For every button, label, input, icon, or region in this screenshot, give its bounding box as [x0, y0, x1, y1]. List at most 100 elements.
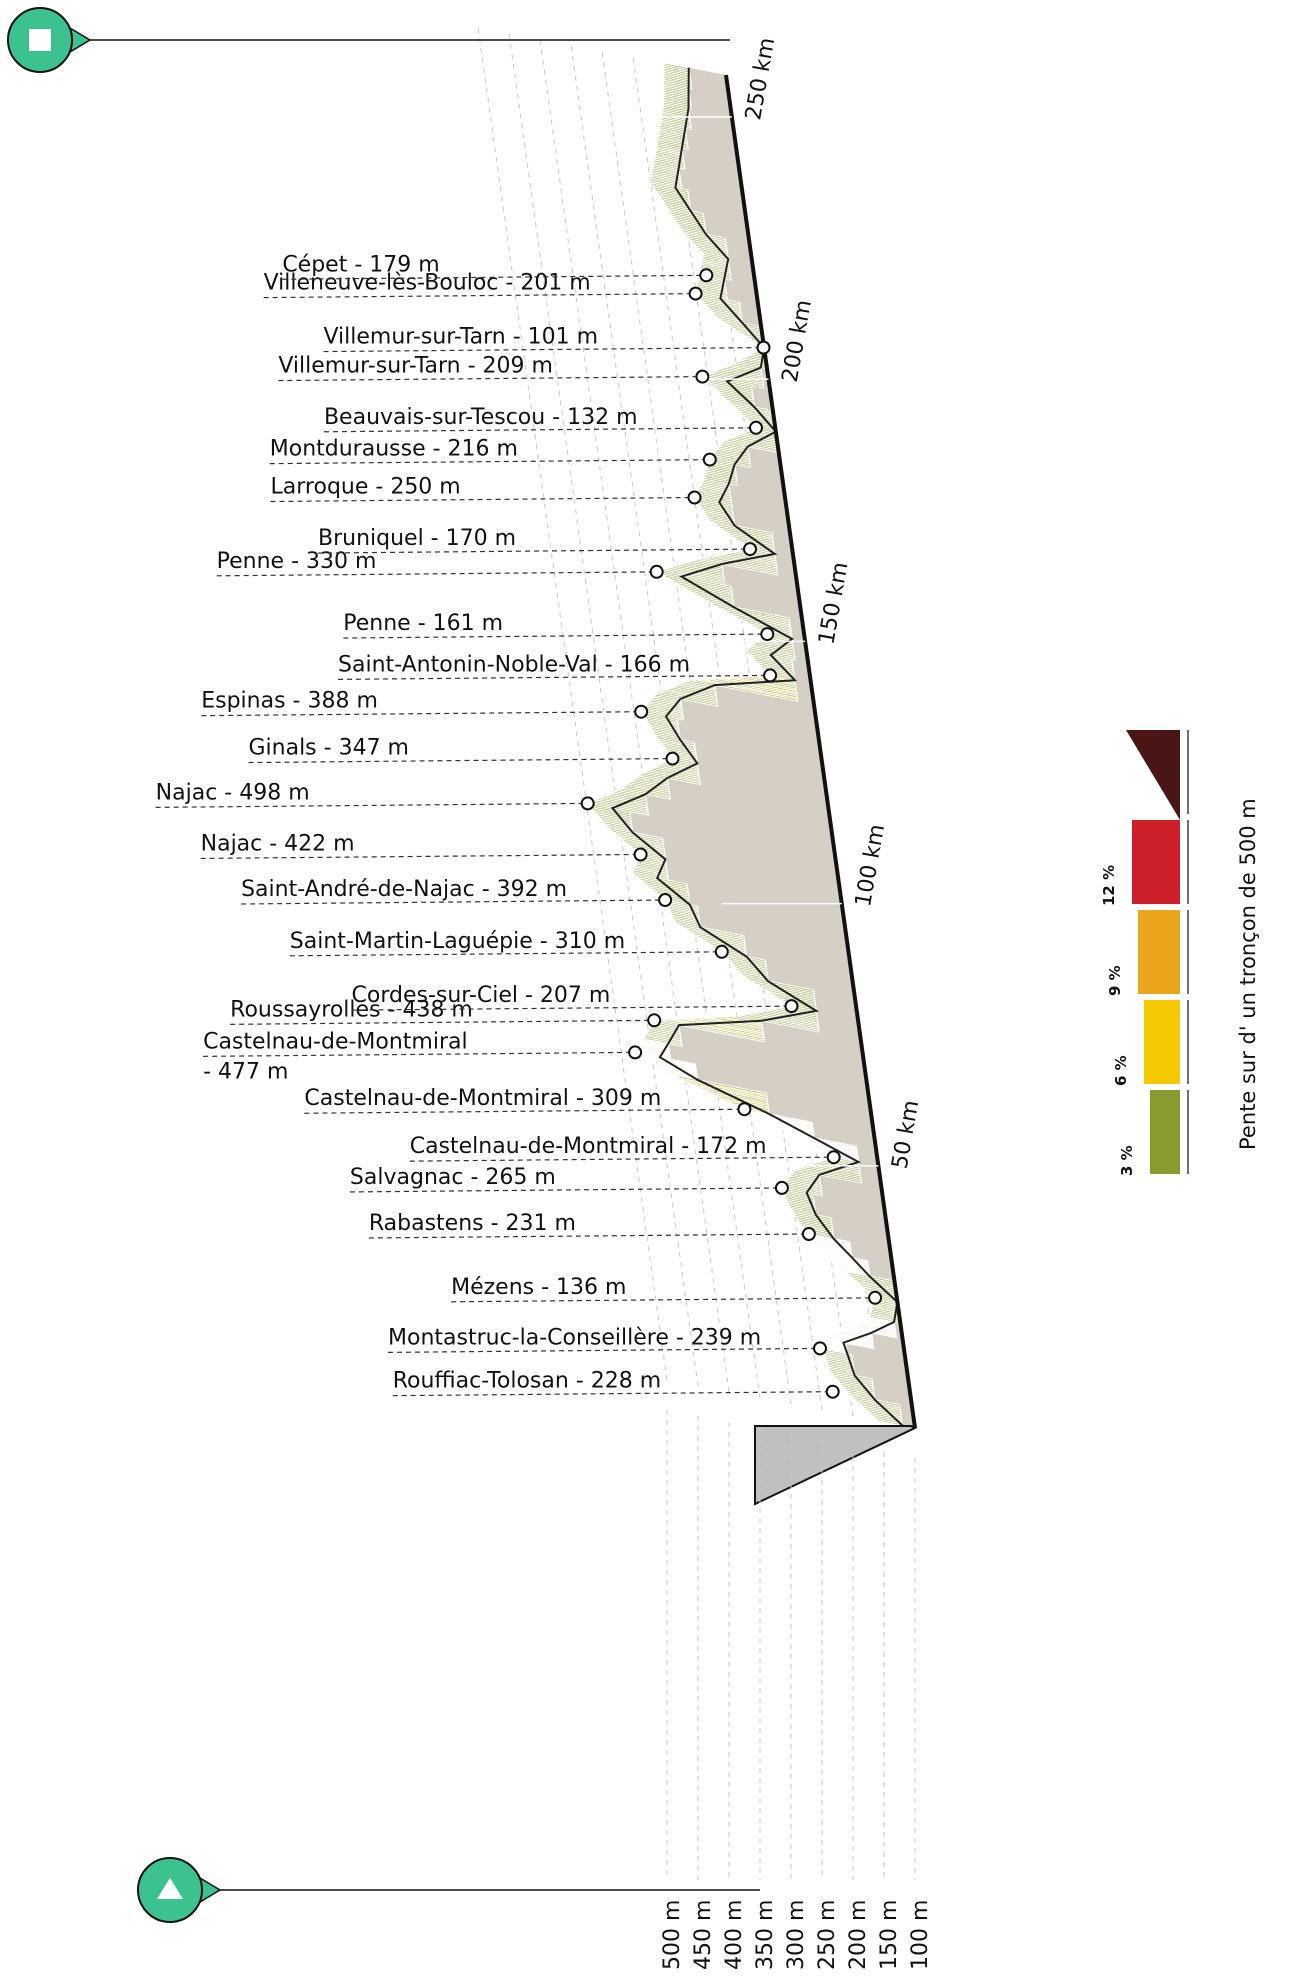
distance-tick-label: 200 km: [778, 298, 817, 384]
legend-swatch: [1150, 1090, 1180, 1174]
place-marker: [760, 627, 775, 642]
terrain-area: [587, 63, 915, 1428]
place-marker: [749, 420, 763, 435]
legend-label: 3 %: [1118, 1145, 1136, 1176]
place-label: Najac - 498 m: [156, 780, 310, 805]
place-marker: [695, 369, 710, 384]
place-marker: [868, 1290, 883, 1305]
place-label: Salvagnac - 265 m: [350, 1165, 556, 1190]
place-label: Villeneuve-lès-Bouloc - 201 m: [264, 271, 591, 296]
place-marker: [647, 1013, 662, 1028]
place-marker: [665, 751, 680, 766]
place-marker: [649, 564, 664, 579]
place-marker: [702, 452, 717, 467]
place-label-line2: - 477 m: [203, 1059, 288, 1084]
legend-label: 12 %: [1100, 865, 1118, 906]
altitude-tick-label: 250 m: [815, 1900, 840, 1970]
legend-swatch: [1126, 730, 1180, 820]
place-marker: [658, 893, 673, 907]
place-label: Beauvais-sur-Tescou - 132 m: [324, 405, 638, 430]
altitude-tick-label: 300 m: [784, 1900, 809, 1970]
place-leader: [201, 711, 642, 717]
place-leader: [338, 674, 771, 681]
place-label: Castelnau-de-Montmiral - 172 m: [410, 1134, 767, 1159]
place-label: Ginals - 347 m: [248, 736, 409, 761]
place-label: Villemur-sur-Tarn - 209 m: [278, 354, 553, 379]
place-label: Villemur-sur-Tarn - 101 m: [323, 325, 598, 350]
place-leader: [451, 1297, 876, 1303]
place-leader: [200, 853, 641, 860]
place-leader: [351, 1005, 792, 1011]
place-label: Penne - 161 m: [343, 611, 503, 636]
place-leader: [248, 757, 673, 764]
place-label: Saint-André-de-Najac - 392 m: [241, 877, 567, 902]
altitude-guide-line: [539, 38, 730, 1393]
altitude-tick-label: 500 m: [660, 1900, 685, 1970]
place-leader: [289, 951, 722, 957]
terrain-profile: [585, 62, 915, 1428]
place-marker: [633, 847, 648, 862]
place-marker: [714, 944, 729, 959]
profile-base: [724, 74, 918, 1506]
altitude-tick-label: 450 m: [691, 1900, 716, 1970]
place-label: Saint-Antonin-Noble-Val - 166 m: [338, 652, 690, 677]
place-marker: [801, 1227, 816, 1241]
place-label: Montastruc-la-Conseillère - 239 m: [388, 1325, 761, 1350]
place-marker: [826, 1150, 841, 1165]
altitude-guide-line: [508, 32, 699, 1387]
altitude-tick-label: 100 m: [908, 1900, 933, 1970]
place-leader: [317, 548, 751, 554]
distance-tick-label: 50 km: [888, 1098, 925, 1170]
place-marker: [825, 1384, 840, 1399]
legend-swatch: [1138, 910, 1180, 994]
place-label: Rouffiac-Tolosan - 228 m: [393, 1369, 661, 1394]
place-marker: [743, 542, 757, 557]
place-marker: [687, 490, 702, 505]
altitude-tick-label: 350 m: [753, 1900, 778, 1970]
place-label: Najac - 422 m: [201, 831, 355, 856]
distance-tick-label: 250 km: [741, 36, 780, 122]
legend-label: 6 %: [1112, 1055, 1130, 1086]
place-marker: [628, 1045, 643, 1060]
altitude-tick-label: 400 m: [722, 1900, 747, 1970]
place-marker: [699, 268, 714, 283]
start-triangle-icon: [157, 1878, 183, 1899]
distance-tick-label: 150 km: [814, 560, 853, 646]
place-marker: [756, 340, 771, 355]
altitude-tick-label: 200 m: [846, 1900, 871, 1970]
place-marker: [784, 999, 799, 1014]
place-label: Saint-Martin-Laguépie - 310 m: [290, 929, 625, 954]
distance-baseline: [724, 74, 917, 1429]
place-label: Espinas - 388 m: [201, 689, 378, 714]
legend-title: Pente sur d' un tronçon de 500 m: [1236, 798, 1260, 1150]
place-marker: [688, 286, 703, 301]
place-label: Rabastens - 231 m: [369, 1211, 576, 1236]
place-leader: [282, 274, 707, 280]
place-leader: [216, 571, 657, 577]
finish-square-icon: [29, 29, 51, 51]
slope-legend: 3 % 6 % 9 % 12 % Pente sur d' un tronçon de …: [1100, 730, 1260, 1176]
place-leader: [409, 1156, 834, 1162]
place-label: Castelnau-de-Montmiral - 309 m: [304, 1086, 661, 1111]
place-marker: [774, 1180, 789, 1195]
distance-tick-label: 100 km: [851, 822, 890, 908]
place-leader: [230, 1019, 655, 1025]
place-leader: [304, 1108, 745, 1114]
place-leader: [323, 346, 764, 353]
place-leader: [343, 633, 768, 639]
place-marker: [634, 704, 649, 719]
place-label: Cépet - 179 m: [282, 252, 439, 277]
place-leader: [241, 899, 666, 905]
place-label: Castelnau-de-Montmiral: [203, 1029, 468, 1054]
place-leader: [203, 1051, 636, 1057]
place-marker: [813, 1341, 827, 1356]
place-marker: [763, 668, 778, 683]
start-finish-markers: [7, 7, 760, 1923]
place-leader: [269, 459, 710, 465]
place-leader: [270, 496, 695, 503]
place-label: Bruniquel - 170 m: [318, 526, 516, 551]
place-labels: Rouffiac-Tolosan - 228 m Montastruc-la-Co…: [155, 252, 883, 1399]
legend-swatch: [1144, 1000, 1180, 1084]
